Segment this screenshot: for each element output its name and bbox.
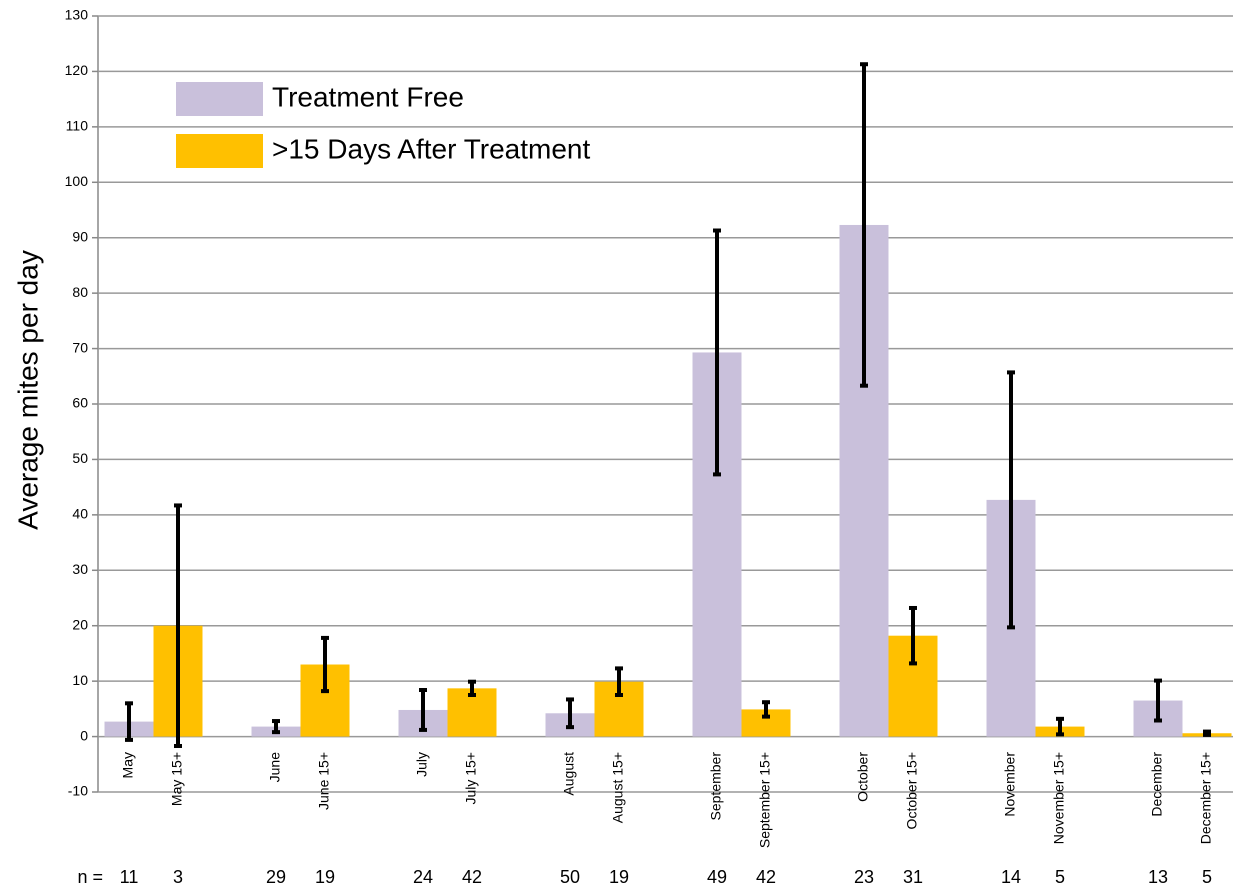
n-value: 50 xyxy=(560,867,580,887)
x-tick-label: August xyxy=(561,752,577,796)
y-tick-label: 20 xyxy=(72,616,88,632)
n-value: 5 xyxy=(1055,867,1065,887)
n-value: 3 xyxy=(173,867,183,887)
x-tick-label: June xyxy=(267,752,283,783)
y-tick-label: 90 xyxy=(72,228,88,244)
y-tick-label: 30 xyxy=(72,561,88,577)
y-tick-label: 40 xyxy=(72,506,88,522)
x-tick-label: November 15+ xyxy=(1051,752,1067,844)
legend-label: >15 Days After Treatment xyxy=(272,133,590,164)
x-tick-label: June 15+ xyxy=(316,752,332,810)
n-value: 42 xyxy=(462,867,482,887)
n-label: n = xyxy=(77,867,103,887)
x-tick-label: August 15+ xyxy=(610,752,626,823)
n-value: 11 xyxy=(120,867,139,887)
n-value: 31 xyxy=(903,867,923,887)
x-tick-label: July 15+ xyxy=(463,752,479,805)
x-tick-label: May xyxy=(120,752,136,778)
n-value: 23 xyxy=(854,867,874,887)
y-tick-label: 120 xyxy=(65,62,89,78)
y-tick-label: 70 xyxy=(72,339,88,355)
y-tick-label: 80 xyxy=(72,284,88,300)
legend-swatch xyxy=(176,134,263,168)
x-tick-label: May 15+ xyxy=(169,752,185,806)
x-tick-label: July xyxy=(414,752,430,777)
x-tick-label: December xyxy=(1149,752,1165,817)
x-tick-label: September 15+ xyxy=(757,752,773,848)
y-tick-label: 10 xyxy=(72,672,88,688)
x-tick-label: December 15+ xyxy=(1198,752,1214,844)
x-tick-label: November xyxy=(1002,752,1018,817)
x-tick-label: October 15+ xyxy=(904,752,920,829)
n-value: 19 xyxy=(609,867,629,887)
legend-swatch xyxy=(176,82,263,116)
y-axis-label: Average mites per day xyxy=(12,250,43,530)
n-value: 42 xyxy=(756,867,776,887)
y-tick-label: 130 xyxy=(65,7,89,23)
n-value: 19 xyxy=(315,867,335,887)
y-tick-label: 100 xyxy=(65,173,89,189)
n-value: 13 xyxy=(1148,867,1168,887)
x-tick-label: September xyxy=(708,752,724,821)
y-tick-label: 0 xyxy=(80,727,88,743)
y-tick-label: 110 xyxy=(66,118,89,134)
x-tick-label: October xyxy=(855,752,871,802)
n-value: 14 xyxy=(1001,867,1021,887)
n-value: 5 xyxy=(1202,867,1212,887)
n-value: 24 xyxy=(413,867,433,887)
n-value: 49 xyxy=(707,867,727,887)
y-tick-label: -10 xyxy=(68,783,88,799)
legend-label: Treatment Free xyxy=(272,81,464,112)
y-tick-label: 50 xyxy=(72,450,88,466)
n-value: 29 xyxy=(266,867,286,887)
y-tick-label: 60 xyxy=(72,395,88,411)
